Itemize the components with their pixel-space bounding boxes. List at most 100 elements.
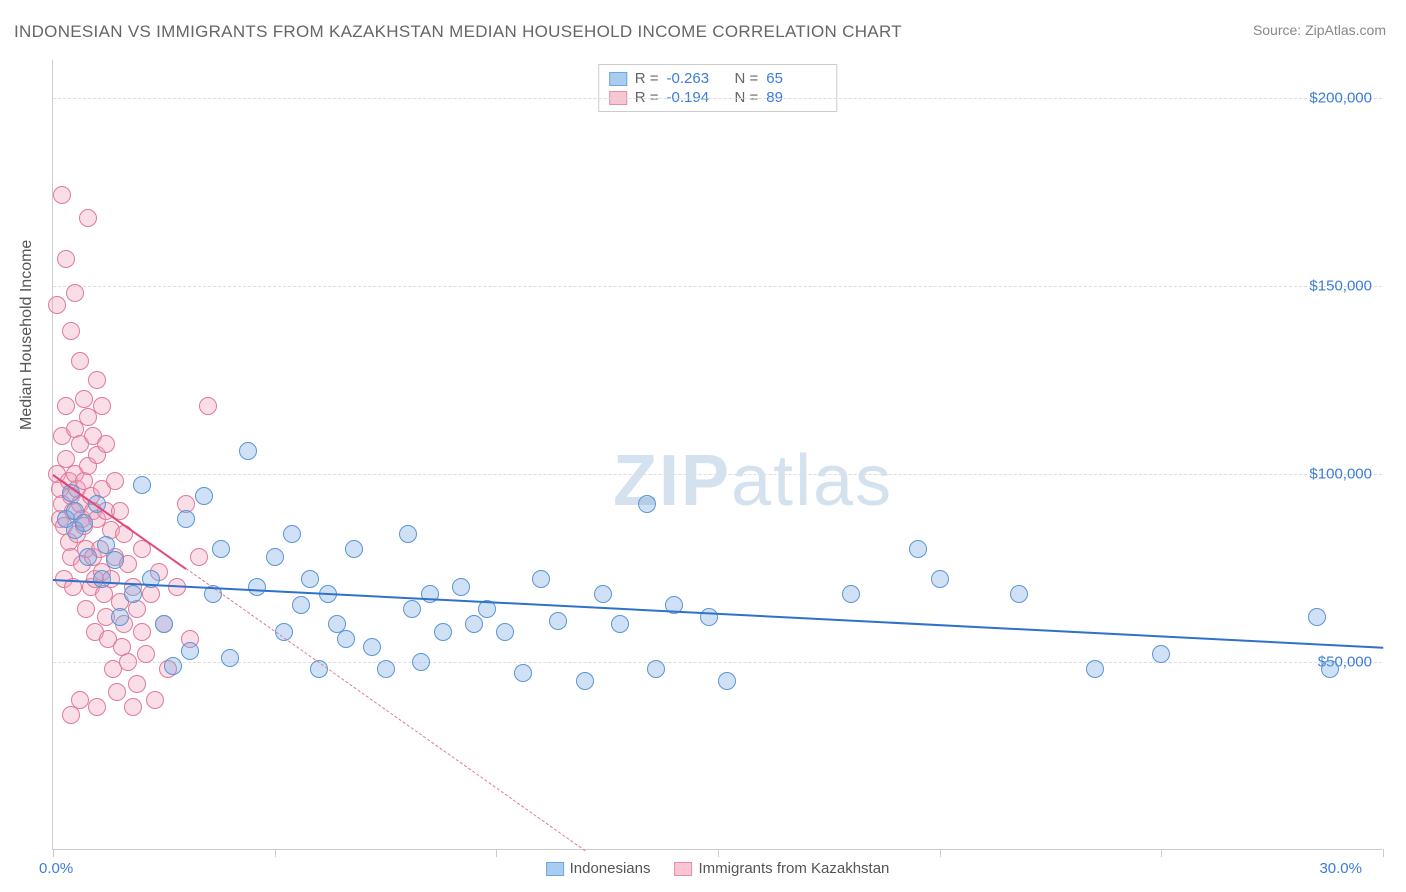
- pink-series-point: [62, 322, 80, 340]
- blue-series-point: [181, 642, 199, 660]
- blue-series-point: [1321, 660, 1339, 678]
- blue-series-point: [611, 615, 629, 633]
- watermark-bold: ZIP: [613, 441, 731, 521]
- blue-series-point: [647, 660, 665, 678]
- blue-series-point: [452, 578, 470, 596]
- blue-series-point: [75, 514, 93, 532]
- blue-series-point: [164, 657, 182, 675]
- chart-title: INDONESIAN VS IMMIGRANTS FROM KAZAKHSTAN…: [14, 22, 902, 42]
- pink-series-point: [93, 397, 111, 415]
- legend-item: Indonesians: [546, 860, 651, 877]
- stats-n-label: N =: [735, 70, 759, 87]
- y-axis-tick-label: $100,000: [1309, 465, 1372, 482]
- blue-series-point: [1086, 660, 1104, 678]
- y-axis-tick-label: $150,000: [1309, 277, 1372, 294]
- stats-n-value: 65: [766, 70, 826, 87]
- blue-series-point: [514, 664, 532, 682]
- x-axis-min-label: 0.0%: [39, 860, 73, 877]
- legend-swatch: [546, 862, 564, 876]
- blue-series-point: [111, 608, 129, 626]
- pink-series-point: [75, 390, 93, 408]
- blue-series-point: [434, 623, 452, 641]
- blue-series-point: [177, 510, 195, 528]
- pink-series-point: [71, 691, 89, 709]
- x-axis-tick: [718, 849, 719, 857]
- blue-series-point: [301, 570, 319, 588]
- x-axis-tick: [53, 849, 54, 857]
- blue-series-point: [79, 548, 97, 566]
- pink-series-point: [119, 653, 137, 671]
- correlation-stats-box: R =-0.263N =65R =-0.194N =89: [598, 64, 838, 112]
- stats-swatch: [609, 72, 627, 86]
- blue-series-point: [718, 672, 736, 690]
- gridline-horizontal: [53, 98, 1382, 99]
- legend: IndonesiansImmigrants from Kazakhstan: [546, 860, 890, 877]
- blue-series-point: [212, 540, 230, 558]
- pink-series-point: [124, 698, 142, 716]
- pink-series-point: [71, 352, 89, 370]
- blue-series-point: [93, 570, 111, 588]
- blue-series-point: [155, 615, 173, 633]
- blue-series-point: [1308, 608, 1326, 626]
- blue-series-point: [239, 442, 257, 460]
- pink-series-point: [106, 472, 124, 490]
- stats-r-label: R =: [635, 70, 659, 87]
- blue-series-point: [345, 540, 363, 558]
- blue-series-point: [283, 525, 301, 543]
- x-axis-tick: [496, 849, 497, 857]
- gridline-horizontal: [53, 474, 1382, 475]
- x-axis-tick: [940, 849, 941, 857]
- chart-plot-area: ZIPatlas R =-0.263N =65R =-0.194N =89 In…: [52, 60, 1382, 850]
- x-axis-tick: [1383, 849, 1384, 857]
- blue-series-point: [221, 649, 239, 667]
- blue-series-point: [1010, 585, 1028, 603]
- gridline-horizontal: [53, 286, 1382, 287]
- pink-series-point: [77, 600, 95, 618]
- blue-series-point: [842, 585, 860, 603]
- blue-series-point: [412, 653, 430, 671]
- pink-series-point: [57, 250, 75, 268]
- blue-series-point: [133, 476, 151, 494]
- source-attribution: Source: ZipAtlas.com: [1253, 22, 1386, 38]
- blue-series-point: [195, 487, 213, 505]
- blue-series-point: [931, 570, 949, 588]
- blue-series-point: [292, 596, 310, 614]
- blue-series-point: [549, 612, 567, 630]
- stats-r-value: -0.263: [667, 70, 727, 87]
- blue-series-point: [1152, 645, 1170, 663]
- y-axis-tick-label: $200,000: [1309, 89, 1372, 106]
- blue-series-point: [465, 615, 483, 633]
- pink-series-point: [128, 675, 146, 693]
- blue-series-point: [909, 540, 927, 558]
- pink-series-point: [66, 284, 84, 302]
- blue-series-point: [576, 672, 594, 690]
- watermark-text: ZIPatlas: [613, 440, 893, 522]
- x-axis-tick: [275, 849, 276, 857]
- pink-series-point: [57, 397, 75, 415]
- blue-series-point: [106, 551, 124, 569]
- legend-swatch: [675, 862, 693, 876]
- pink-series-point: [48, 296, 66, 314]
- blue-series-point: [124, 585, 142, 603]
- pink-series-point: [108, 683, 126, 701]
- blue-series-point: [403, 600, 421, 618]
- watermark-rest: atlas: [731, 441, 893, 521]
- pink-series-point: [146, 691, 164, 709]
- blue-series-point: [532, 570, 550, 588]
- blue-series-point: [594, 585, 612, 603]
- pink-series-point: [190, 548, 208, 566]
- pink-series-point: [79, 209, 97, 227]
- pink-series-point: [97, 435, 115, 453]
- legend-label: Indonesians: [570, 860, 651, 877]
- blue-series-point: [248, 578, 266, 596]
- pink-trendline-extrapolation: [186, 568, 586, 851]
- x-axis-tick: [1161, 849, 1162, 857]
- blue-series-point: [337, 630, 355, 648]
- pink-series-point: [88, 371, 106, 389]
- blue-series-point: [363, 638, 381, 656]
- gridline-horizontal: [53, 662, 1382, 663]
- blue-series-point: [638, 495, 656, 513]
- pink-series-point: [53, 186, 71, 204]
- y-axis-title: Median Household Income: [18, 240, 36, 430]
- pink-series-point: [199, 397, 217, 415]
